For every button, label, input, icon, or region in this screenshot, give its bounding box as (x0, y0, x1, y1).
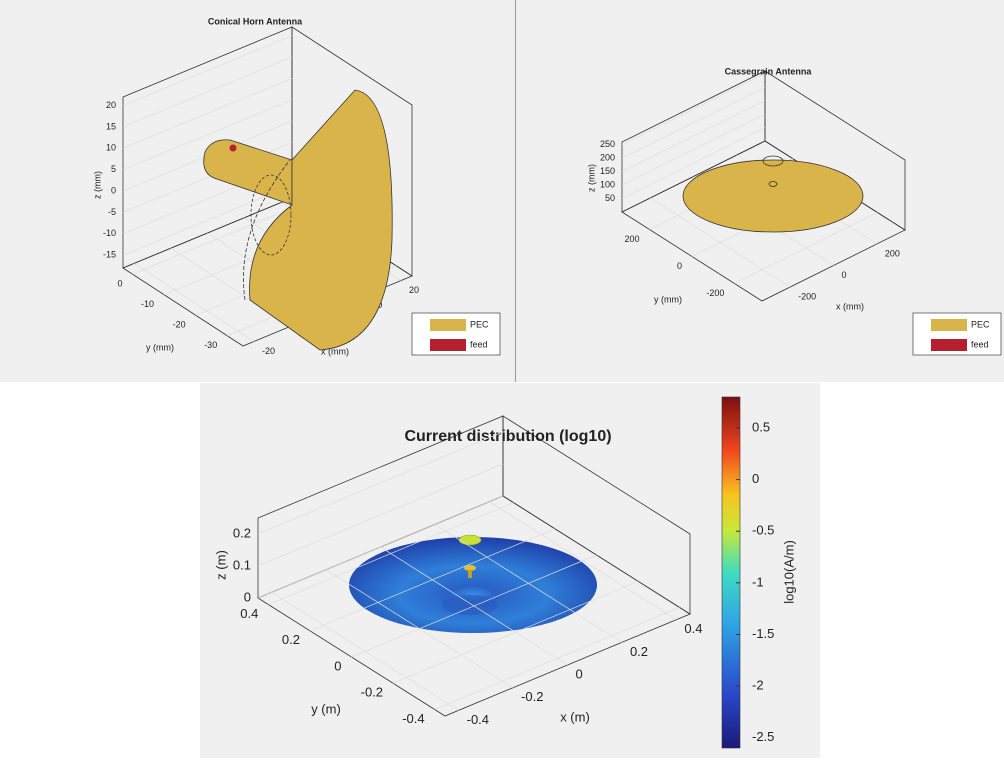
x-tick-label: -0.4 (467, 712, 489, 727)
y-tick-label: 0.4 (240, 606, 258, 621)
z-axis-label: z (mm) (92, 171, 102, 199)
x-axis-label: x (mm) (836, 301, 864, 311)
colorbar-tick-label: -2.5 (752, 729, 774, 744)
x-tick-label: 0 (842, 270, 847, 280)
z-tick-label: 5 (111, 164, 116, 174)
z-tick-label: -10 (103, 228, 116, 238)
colorbar-tick-label: -2 (752, 677, 764, 692)
z-tick-label: 200 (600, 153, 615, 163)
x-tick-label: 20 (409, 285, 419, 295)
z-tick-label: 15 (106, 121, 116, 131)
title: Conical Horn Antenna (208, 16, 303, 26)
y-axis-label: y (mm) (146, 342, 174, 352)
y-tick-label: 0 (334, 658, 341, 673)
title: Current distribution (log10) (404, 428, 611, 445)
y-tick-label: -0.2 (361, 685, 383, 700)
z-tick-label: -15 (103, 250, 116, 260)
legend-label: PEC (971, 319, 990, 329)
x-tick-label: -20 (262, 346, 275, 356)
colorbar-tick-label: 0.5 (752, 419, 770, 434)
x-tick-label: 0.4 (684, 621, 702, 636)
z-tick-label: 0.1 (233, 557, 251, 572)
colorbar-label: log10(A/m) (781, 540, 796, 604)
x-tick-label: 200 (885, 248, 900, 258)
y-tick-label: 0 (117, 279, 122, 289)
y-tick-label: -0.4 (402, 711, 424, 726)
y-tick-label: -200 (706, 288, 724, 298)
legend-swatch (931, 339, 967, 351)
legend-label: feed (971, 339, 989, 349)
z-tick-label: 50 (605, 193, 615, 203)
y-axis-label: y (m) (311, 701, 341, 716)
colorbar-tick-label: 0 (752, 471, 759, 486)
x-tick-label: -200 (798, 291, 816, 301)
legend-label: PEC (470, 319, 489, 329)
z-tick-label: 0 (244, 589, 251, 604)
z-tick-label: 0 (111, 185, 116, 195)
legend-swatch (430, 339, 466, 351)
y-tick-label: 0.2 (282, 632, 300, 647)
figure: Conical Horn Antenna-15-10-505101520z (m… (0, 0, 1004, 758)
z-tick-label: -5 (108, 207, 116, 217)
y-tick-label: 0 (677, 261, 682, 271)
y-axis-label: y (mm) (654, 294, 682, 304)
z-tick-label: 10 (106, 143, 116, 153)
legend-swatch (430, 319, 466, 331)
y-tick-label: -20 (173, 320, 186, 330)
x-tick-label: -0.2 (521, 689, 543, 704)
colorbar-tick-label: -1.5 (752, 626, 774, 641)
colorbar (722, 397, 740, 748)
z-axis-label: z (m) (213, 550, 228, 580)
y-tick-label: -30 (204, 340, 217, 350)
z-tick-label: 150 (600, 166, 615, 176)
colorbar-tick-label: -0.5 (752, 523, 774, 538)
y-tick-label: 200 (625, 234, 640, 244)
legend-swatch (931, 319, 967, 331)
x-tick-label: 0.2 (630, 644, 648, 659)
title: Cassegrain Antenna (725, 66, 813, 76)
z-tick-label: 100 (600, 179, 615, 189)
colorbar-tick-label: -1 (752, 574, 764, 589)
x-tick-label: 0 (576, 666, 583, 681)
z-tick-label: 0.2 (233, 525, 251, 540)
z-tick-label: 250 (600, 139, 615, 149)
x-axis-label: x (m) (560, 709, 590, 724)
legend-label: feed (470, 339, 488, 349)
z-axis-label: z (mm) (586, 164, 596, 192)
z-tick-label: 20 (106, 100, 116, 110)
y-tick-label: -10 (141, 299, 154, 309)
